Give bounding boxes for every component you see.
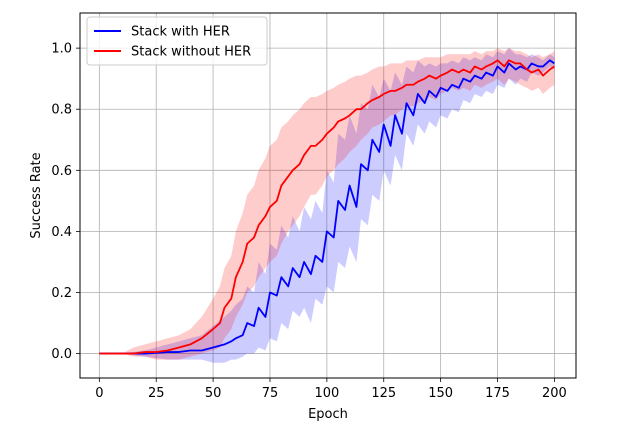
y-tick-label: 0.4: [51, 225, 72, 240]
y-tick-label: 0.8: [51, 103, 72, 118]
band-stack-with-her: [99, 48, 555, 363]
y-tick-label: 0.6: [51, 164, 72, 179]
x-tick-label: 75: [262, 386, 279, 401]
x-tick-label: 125: [371, 386, 396, 401]
axis-ticks: 0 25 50 75 100 125 150 175 200 0.0 0.2 0.4 0.6 0.8 1.0: [51, 42, 566, 401]
x-tick-label: 200: [542, 386, 567, 401]
legend-label-her: Stack with HER: [131, 25, 230, 40]
y-tick-label: 0.0: [51, 347, 72, 362]
y-axis-label: Success Rate: [29, 152, 44, 238]
x-tick-label: 50: [205, 386, 222, 401]
line-stack-with-her: [99, 59, 555, 355]
x-tick-label: 175: [485, 386, 510, 401]
x-tick-label: 25: [148, 386, 165, 401]
x-axis-label: Epoch: [308, 407, 348, 422]
legend-label-no-her: Stack without HER: [131, 45, 251, 60]
line-stack-without-her: [99, 59, 555, 355]
y-tick-label: 0.2: [51, 286, 72, 301]
x-tick-label: 150: [428, 386, 453, 401]
legend-box: [86, 16, 268, 66]
confidence-bands: [99, 48, 555, 363]
x-tick-label: 100: [314, 386, 339, 401]
series-lines: [99, 59, 555, 355]
grid: [80, 13, 576, 378]
band-stack-without-her: [99, 48, 555, 360]
plot-frame: [79, 12, 577, 379]
legend: Stack with HER Stack without HER: [86, 16, 268, 66]
x-tick-label: 0: [95, 386, 103, 401]
y-tick-label: 1.0: [51, 42, 72, 57]
